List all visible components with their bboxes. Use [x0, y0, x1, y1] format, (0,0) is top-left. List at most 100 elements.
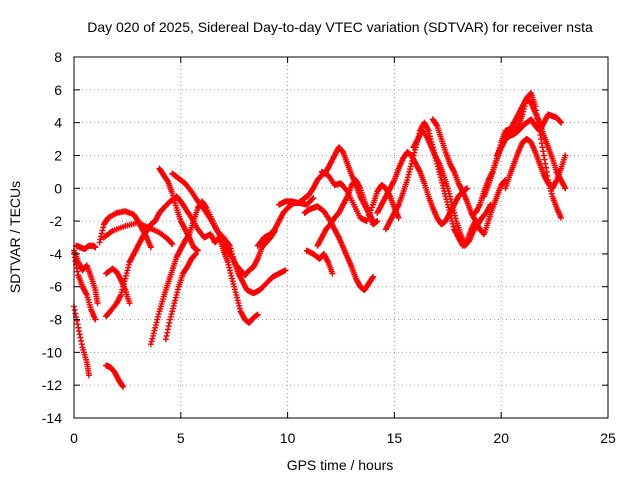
- data-point: [75, 324, 82, 331]
- data-point: [235, 300, 242, 307]
- tick-layer: 0 5 10 15 20 25 -14 -12 -10 -8 -6 -4 -2 0 2 4 6 8: [42, 49, 616, 446]
- data-point: [92, 244, 99, 251]
- data-point: [365, 212, 372, 219]
- data-point: [450, 207, 457, 214]
- data-point: [557, 118, 564, 125]
- series-s5: [103, 362, 127, 390]
- data-point: [236, 302, 243, 309]
- data-point: [446, 193, 453, 200]
- data-point: [548, 190, 555, 197]
- data-point: [558, 119, 565, 126]
- data-point: [151, 327, 158, 334]
- data-point: [539, 144, 546, 151]
- data-point: [164, 329, 171, 336]
- data-point: [558, 214, 565, 221]
- data-point: [124, 267, 131, 274]
- data-point: [310, 195, 317, 202]
- data-point: [452, 215, 459, 222]
- data-point: [522, 100, 529, 107]
- data-point: [152, 324, 159, 331]
- data-point: [444, 185, 451, 192]
- data-point: [169, 305, 176, 312]
- data-point: [173, 291, 180, 298]
- data-point: [122, 272, 129, 279]
- data-point: [147, 244, 154, 251]
- data-point: [234, 297, 241, 304]
- data-point: [233, 291, 240, 298]
- x-tick-label: 5: [177, 430, 185, 446]
- y-tick-label: 8: [54, 49, 62, 65]
- data-point: [226, 264, 233, 271]
- data-point: [228, 248, 235, 255]
- y-tick-label: -2: [50, 213, 63, 229]
- data-point: [123, 270, 130, 277]
- data-point: [541, 156, 548, 163]
- data-point: [75, 328, 82, 335]
- data-layer: [71, 90, 569, 390]
- y-axis-label: SDTVAR / TECUs: [7, 181, 23, 293]
- data-point: [224, 259, 231, 266]
- data-point: [282, 267, 289, 274]
- data-point: [229, 275, 236, 282]
- data-point: [76, 331, 83, 338]
- data-point: [152, 322, 159, 329]
- data-point: [167, 316, 174, 323]
- data-point: [519, 111, 526, 118]
- data-point: [71, 306, 78, 313]
- data-point: [407, 163, 414, 170]
- data-point: [148, 338, 155, 345]
- data-point: [450, 223, 457, 230]
- data-point: [425, 127, 432, 134]
- data-point: [74, 321, 81, 328]
- data-point: [72, 258, 79, 265]
- data-point: [71, 254, 78, 261]
- data-point: [404, 177, 411, 184]
- data-point: [153, 319, 160, 326]
- data-point: [368, 204, 375, 211]
- data-point: [227, 245, 234, 252]
- series-s9: [103, 265, 133, 307]
- data-point: [408, 160, 415, 167]
- data-point: [521, 103, 528, 110]
- x-tick-label: 20: [493, 430, 509, 446]
- data-point: [119, 382, 126, 389]
- data-point: [254, 311, 261, 318]
- data-point: [174, 289, 181, 296]
- data-point: [231, 283, 238, 290]
- data-point: [78, 341, 85, 348]
- data-point: [154, 316, 161, 323]
- y-tick-label: 6: [54, 82, 62, 98]
- data-point: [192, 251, 199, 258]
- data-point: [409, 157, 416, 164]
- data-point: [534, 115, 541, 122]
- series-s18: [303, 247, 336, 277]
- data-point: [228, 272, 235, 279]
- data-point: [117, 291, 124, 298]
- data-point: [125, 264, 132, 271]
- data-point: [72, 310, 79, 317]
- data-point: [501, 177, 508, 184]
- plot-frame: [73, 56, 609, 419]
- x-tick-label: 25: [600, 430, 616, 446]
- data-point: [229, 253, 236, 260]
- series-s12: [162, 250, 199, 343]
- data-point: [163, 332, 170, 339]
- data-point: [94, 300, 101, 307]
- data-point: [73, 265, 80, 272]
- data-point: [155, 313, 162, 320]
- data-point: [410, 152, 417, 159]
- data-point: [451, 212, 458, 219]
- data-point: [449, 204, 456, 211]
- series-s17: [301, 203, 377, 294]
- data-point: [370, 273, 377, 280]
- data-point: [533, 111, 540, 118]
- x-tick-label: 0: [70, 430, 78, 446]
- data-point: [309, 196, 316, 203]
- data-point: [162, 336, 169, 343]
- data-point: [167, 313, 174, 320]
- data-point: [78, 337, 85, 344]
- series-s2: [73, 242, 99, 252]
- data-point: [562, 152, 569, 159]
- data-point: [150, 330, 157, 337]
